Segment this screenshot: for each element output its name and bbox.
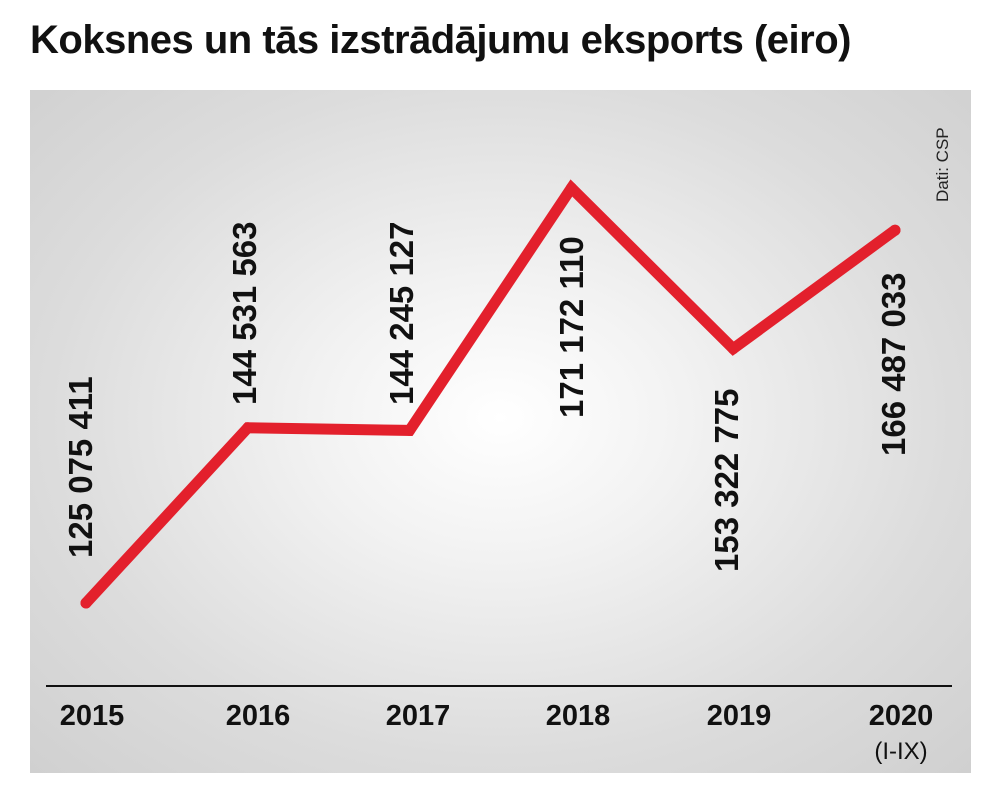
x-tick-sublabel-2020: (I-IX)	[874, 738, 927, 765]
source-note: Dati: CSP	[933, 127, 952, 202]
x-tick-2017: 2017	[386, 700, 451, 732]
x-tick-2019: 2019	[707, 700, 772, 732]
data-label-2016: 144 531 563	[226, 221, 263, 405]
series-layer	[80, 179, 901, 609]
chart-title: Koksnes un tās izstrādājumu eksports (ei…	[30, 18, 851, 62]
axis-layer: 2015 2016 2017 2018 2019 2020 (I-IX)	[46, 685, 952, 765]
data-point-2019	[727, 343, 739, 355]
data-point-2015	[80, 597, 92, 609]
series-line	[80, 179, 901, 609]
x-tick-2016: 2016	[226, 700, 291, 732]
data-point-2016	[242, 422, 254, 434]
data-label-2020: 166 487 033	[875, 272, 912, 456]
data-label-2019: 153 322 775	[708, 388, 745, 572]
data-point-2018	[565, 182, 577, 194]
data-label-2015: 125 075 411	[62, 376, 99, 558]
labels-layer: 125 075 411 144 531 563 144 245 127 171 172…	[62, 127, 952, 572]
x-tick-2020: 2020	[869, 700, 934, 732]
data-label-2017: 144 245 127	[383, 221, 420, 405]
data-label-2018: 171 172 110	[553, 236, 590, 418]
x-tick-2018: 2018	[546, 700, 611, 732]
plot-panel	[30, 90, 971, 773]
data-point-2020	[889, 224, 901, 236]
data-point-2017	[404, 424, 416, 436]
x-tick-2015: 2015	[60, 700, 125, 732]
